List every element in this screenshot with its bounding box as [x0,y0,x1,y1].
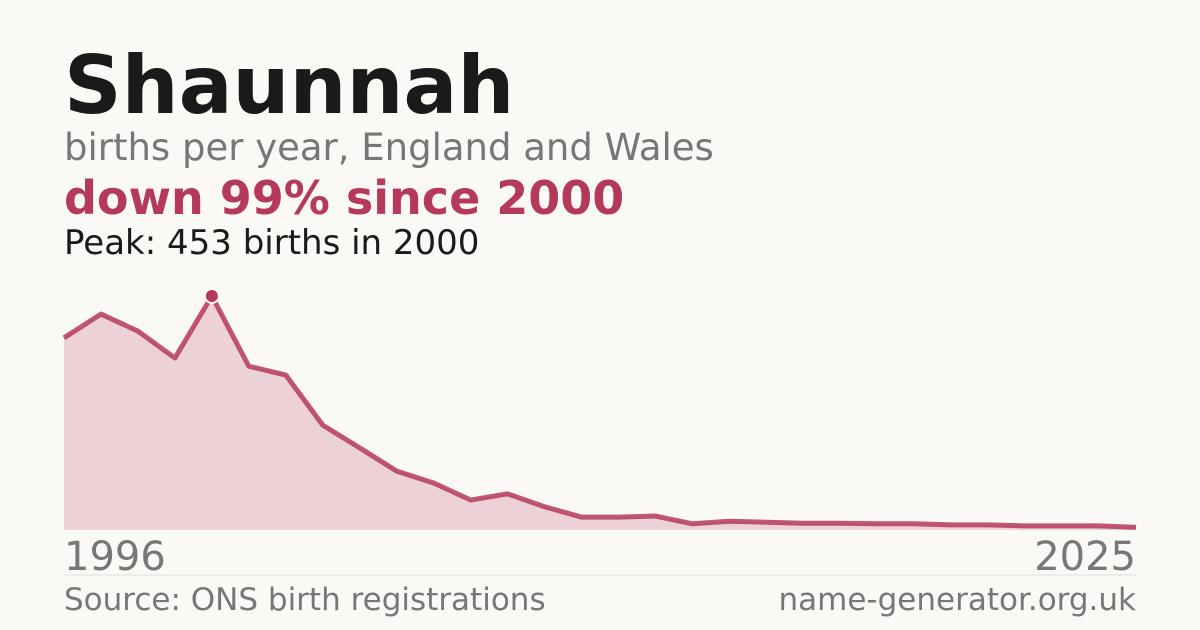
chart-subtitle: births per year, England and Wales [64,126,714,169]
peak-annotation: Peak: 453 births in 2000 [64,223,479,263]
area [64,296,1136,530]
source: Source: ONS birth registrations [64,582,546,618]
x-tick-label: 1996 [64,534,166,580]
line [62,293,1137,530]
peak-marker [203,288,220,304]
headline: down 99% since 2000 [64,171,624,225]
x-tick-label: 2025 [1034,534,1136,580]
site: name-generator.org.uk [779,582,1137,618]
chart-title: Shaunnah [64,39,514,132]
